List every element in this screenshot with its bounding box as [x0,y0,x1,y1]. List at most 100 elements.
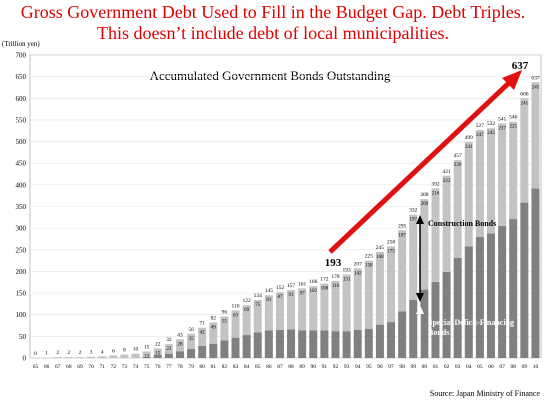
bar-segment [120,354,129,358]
total-label: 22 [155,341,161,347]
value-label: 216 [432,191,440,196]
total-label: 457 [454,153,463,159]
bar-segment [320,330,329,358]
value-label: 35 [189,337,195,342]
x-tick-label: 85 [255,364,261,370]
x-tick-label: 86 [266,364,272,370]
bar-segment [464,142,473,247]
value-label: 175 [387,249,395,254]
total-label: 43 [177,332,183,338]
bar-segment [353,329,362,358]
bar-segment [175,339,184,352]
bar-segment [498,123,507,226]
total-label: 110 [231,303,239,309]
total-label: 166 [309,279,318,285]
x-tick-label: 65 [33,364,39,370]
x-tick-label: 04 [466,364,472,370]
bar-segment [509,121,518,220]
x-tick-label: 10 [533,364,539,370]
total-label: 8 [123,348,126,354]
x-tick-label: 77 [166,364,172,370]
x-tick-label: 96 [377,364,383,370]
x-tick-label: 09 [522,364,528,370]
x-tick-label: 92 [333,364,339,370]
y-tick-label: 650 [16,73,27,81]
total-label: 527 [476,123,485,129]
value-label: 63 [233,313,239,318]
total-label: 0 [34,351,37,357]
total-label: 600 [520,91,529,97]
bar-segment [331,280,340,332]
x-tick-label: 89 [299,364,305,370]
total-label: 152 [276,285,285,291]
bar-segment [442,271,451,358]
x-tick-label: 03 [455,364,461,370]
total-label: 193 [342,267,351,273]
bar-segment [509,219,518,358]
value-label: 87 [277,295,283,300]
source: Source: Japan Ministry of Finance [430,389,541,398]
y-tick-label: 700 [16,52,27,60]
value-label: 97 [300,291,306,296]
total-label: 546 [509,115,518,121]
annotation: Construction Bonds [428,219,496,228]
bar-segment [220,340,229,358]
y-tick-label: 500 [16,138,27,146]
y-tick-label: 250 [16,246,27,254]
y-tick-label: 100 [16,311,27,319]
total-label: 332 [409,208,418,214]
bar-segment [442,175,451,272]
bar-segment [453,160,462,259]
bar-segment [109,355,118,358]
bar-segment [531,82,540,189]
x-tick-label: 81 [211,364,217,370]
bar-segment [364,328,373,358]
total-label: 421 [442,169,451,175]
x-tick-label: 68 [66,364,72,370]
bar-segment [231,337,240,358]
bar-segment [475,129,484,237]
x-tick-label: 90 [311,364,317,370]
total-label: 245 [376,245,385,251]
x-tick-label: 97 [388,364,394,370]
value-label: 49 [211,326,217,331]
bar-segment [309,286,318,331]
x-tick-label: 83 [233,364,239,370]
bar-segment [253,332,262,358]
bar-segment [198,345,207,358]
bar-segment [242,335,251,358]
y-tick-label: 350 [16,203,27,211]
bar-segment [198,327,207,346]
value-label: 241 [521,101,529,106]
total-label: 122 [242,298,251,304]
bar-segment [209,322,218,344]
bar-segment [309,330,318,358]
total-label: 2 [68,350,71,356]
annotation: 193 [325,257,342,269]
x-tick-label: 75 [144,364,150,370]
x-tick-label: 95 [366,364,372,370]
bar-segment [375,251,384,325]
total-label: 1 [45,351,48,357]
bar-segment [187,333,196,349]
bar-segment [64,357,73,358]
value-label: 116 [332,284,340,289]
x-tick-label: 00 [422,364,428,370]
bar-segment [320,283,329,331]
value-label: 209 [421,202,429,207]
total-label: 4 [101,349,104,355]
y-tick-label: 450 [16,160,27,168]
total-label: 172 [320,277,329,283]
bar-segment [153,348,162,355]
value-label: 22 [166,347,172,352]
total-label: 392 [431,181,440,187]
value-label: 237 [498,126,506,131]
x-tick-label: 91 [322,364,328,370]
x-tick-label: 73 [122,364,128,370]
value-label: 197 [410,218,418,223]
bar-segment [298,330,307,358]
x-tick-label: 74 [133,364,139,370]
x-tick-label: 93 [344,364,350,370]
bar-segment [387,322,396,358]
bar-segment [131,353,140,358]
